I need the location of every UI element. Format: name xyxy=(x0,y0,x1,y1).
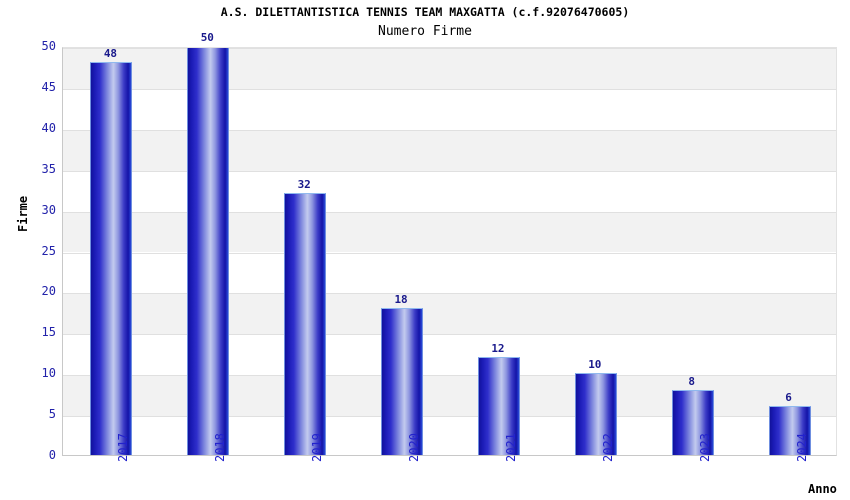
bar-value-label: 10 xyxy=(588,358,602,372)
gridline xyxy=(63,130,836,131)
gridline xyxy=(63,375,836,376)
bar-value-label: 8 xyxy=(688,374,695,388)
x-tick-label: 2023 xyxy=(697,433,712,462)
y-tick-label: 10 xyxy=(41,366,56,381)
y-tick-label: 40 xyxy=(41,120,56,135)
bar[interactable] xyxy=(671,389,714,455)
x-tick-label: 2020 xyxy=(407,433,422,462)
y-axis-title: Firme xyxy=(16,195,30,232)
x-axis-title: Anno xyxy=(808,482,837,496)
bar-value-label: 50 xyxy=(200,31,214,44)
bar[interactable] xyxy=(284,193,327,455)
x-tick-label: 2018 xyxy=(213,433,228,462)
y-tick-label: 25 xyxy=(41,243,56,258)
gridline xyxy=(63,171,836,172)
gridline xyxy=(63,48,836,49)
bar-value-label: 48 xyxy=(103,47,118,61)
x-tick-label: 2021 xyxy=(503,433,518,462)
x-tick-label: 2017 xyxy=(116,433,131,462)
bar[interactable] xyxy=(90,62,133,455)
y-tick-label: 50 xyxy=(41,39,56,53)
bar-value-label: 6 xyxy=(785,390,792,404)
y-tick-label: 15 xyxy=(41,325,56,340)
y-tick-label: 20 xyxy=(41,284,56,299)
y-tick-label: 5 xyxy=(48,407,56,422)
bar[interactable] xyxy=(768,405,811,455)
gridline xyxy=(63,253,836,254)
bar-value-label: 18 xyxy=(394,292,408,306)
gridline xyxy=(63,293,836,294)
x-tick-label: 2024 xyxy=(794,433,809,462)
bar-value-label: 32 xyxy=(297,178,311,192)
bar[interactable] xyxy=(477,356,520,455)
background-band xyxy=(63,211,836,253)
gridline xyxy=(63,212,836,213)
bar[interactable] xyxy=(574,373,617,455)
bar[interactable] xyxy=(381,307,424,455)
x-tick-label: 2019 xyxy=(310,433,325,462)
y-tick-label: 0 xyxy=(48,448,56,462)
plot-area xyxy=(62,47,837,456)
y-axis-ticks: 0 5 10 15 20 25 30 35 40 45 50 xyxy=(0,0,56,500)
gridline xyxy=(63,416,836,417)
y-tick-label: 35 xyxy=(41,161,56,176)
bar[interactable] xyxy=(187,48,230,455)
chart-subtitle: Numero Firme xyxy=(378,24,472,39)
background-band xyxy=(63,48,836,89)
gridline xyxy=(63,334,836,335)
y-tick-label: 45 xyxy=(41,79,56,94)
background-band xyxy=(63,293,836,335)
x-tick-label: 2022 xyxy=(600,433,615,462)
y-tick-label: 30 xyxy=(41,202,56,217)
background-band xyxy=(63,129,836,171)
gridline xyxy=(63,89,836,90)
bar-value-label: 12 xyxy=(491,341,505,355)
chart-title: A.S. DILETTANTISTICA TENNIS TEAM MAXGATT… xyxy=(220,5,630,19)
